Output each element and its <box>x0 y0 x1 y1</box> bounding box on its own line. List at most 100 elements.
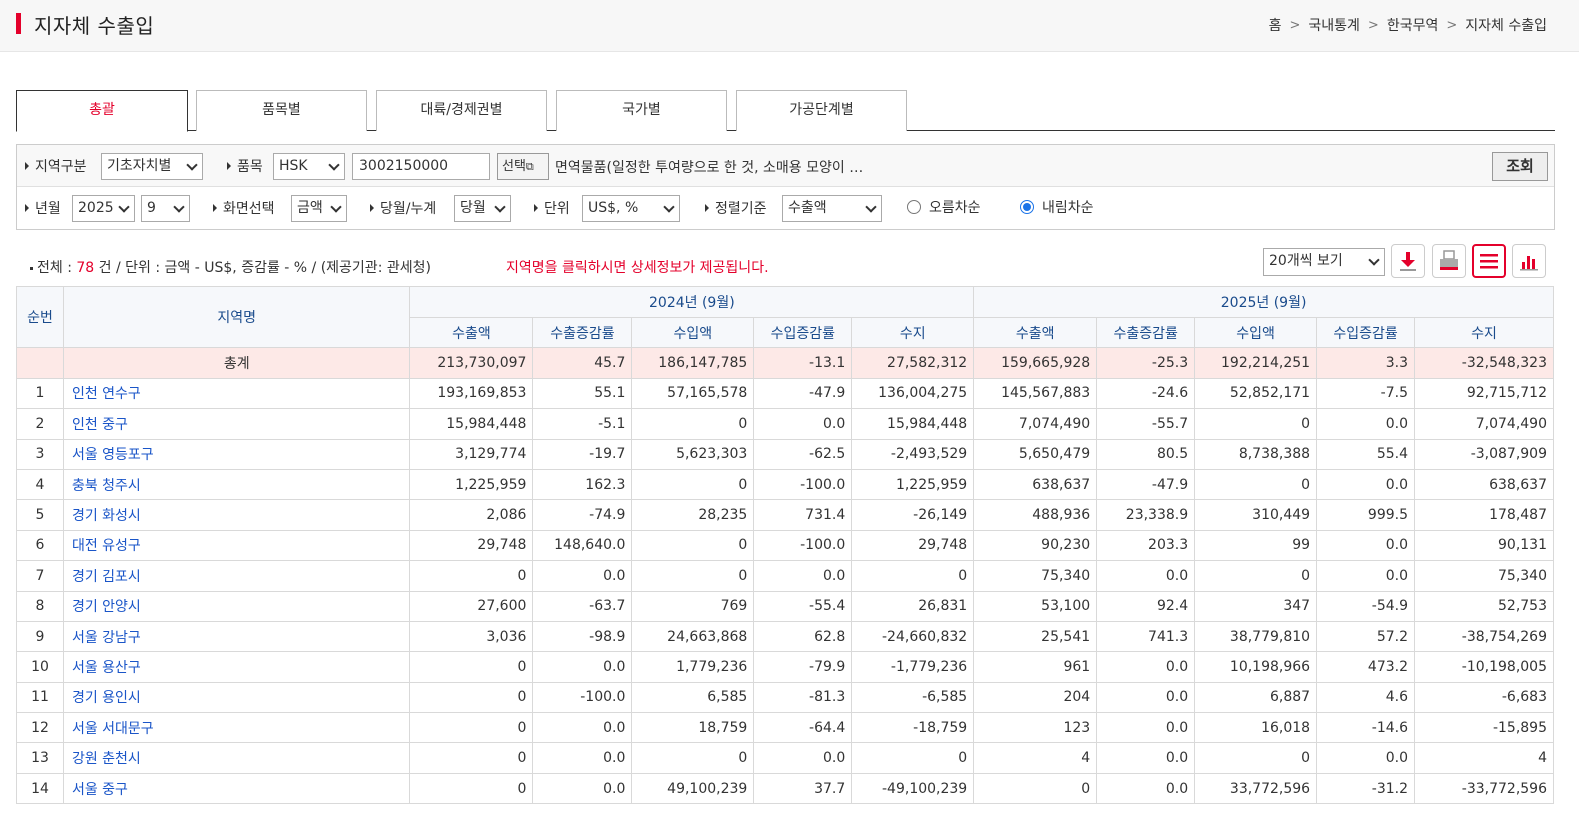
value-cell: 52,753 <box>1414 590 1554 622</box>
list-view-button[interactable] <box>1472 244 1506 278</box>
filter-panel: 지역구분 기초자치별 품목 HSK 3002150000 선택⧉ 면역물품(일정… <box>16 144 1555 230</box>
value-cell: 10,198,966 <box>1194 651 1318 683</box>
value-cell: 16,018 <box>1194 712 1318 744</box>
print-button[interactable] <box>1432 244 1466 278</box>
region-link[interactable]: 강원 춘천시 <box>62 742 411 774</box>
region-link[interactable]: 서울 영등포구 <box>62 438 411 470</box>
region-link[interactable]: 경기 안양시 <box>62 590 411 622</box>
breadcrumb-current[interactable]: 지자체 수출입 <box>1465 18 1547 34</box>
tab-summary[interactable]: 총괄 <box>16 90 188 132</box>
breadcrumb-korea-trade[interactable]: 한국무역 <box>1386 18 1439 34</box>
value-cell: 0.0 <box>1316 408 1415 440</box>
value-cell: 38,779,810 <box>1194 620 1318 653</box>
value-cell: 27,582,312 <box>851 347 975 379</box>
region-link[interactable]: 인천 중구 <box>62 408 411 440</box>
region-link[interactable]: 대전 유성구 <box>62 529 411 562</box>
view-select[interactable]: 금액 <box>291 195 347 222</box>
value-cell: 159,665,928 <box>973 347 1098 379</box>
table-row: 9 서울 강남구 3,036 -98.9 24,663,868 62.8 -24,660,8… <box>16 620 1554 653</box>
value-cell: 0 <box>631 468 755 501</box>
tab-by-continent[interactable]: 대륙/경제권별 <box>376 90 547 131</box>
value-cell: 0 <box>631 408 755 440</box>
value-cell: 0.0 <box>532 742 633 774</box>
value-cell: 0 <box>851 742 975 774</box>
region-link[interactable]: 경기 화성시 <box>62 499 411 531</box>
value-cell: 347 <box>1194 590 1318 622</box>
value-cell: -100.0 <box>753 468 853 501</box>
tab-by-country[interactable]: 국가별 <box>556 90 727 131</box>
chevron-down-icon <box>1368 254 1380 266</box>
bar-chart-icon <box>1520 256 1538 271</box>
bullet-icon <box>370 204 374 212</box>
breadcrumb-domestic-stats[interactable]: 국내통계 <box>1308 18 1360 34</box>
value-cell: -6,683 <box>1414 681 1554 714</box>
month-select[interactable]: 9 <box>141 195 190 222</box>
unit-select[interactable]: US$, % <box>582 195 680 222</box>
value-cell: -74.9 <box>532 499 633 531</box>
page-size-select[interactable]: 20개씩 보기 <box>1263 248 1385 276</box>
col-import-amount: 수입액 <box>1194 316 1318 349</box>
value-cell: -33,772,596 <box>1414 772 1554 805</box>
region-link[interactable]: 인천 연수구 <box>62 377 411 410</box>
value-cell: -62.5 <box>753 438 853 470</box>
value-cell: 0.0 <box>1316 560 1415 592</box>
tab-by-item[interactable]: 품목별 <box>196 90 367 131</box>
value-cell: 0.0 <box>532 560 633 592</box>
table-row: 1 인천 연수구 193,169,853 55.1 57,165,578 -47.9 136… <box>16 377 1554 410</box>
table-row: 6 대전 유성구 29,748 148,640.0 0 -100.0 29,748 90,23… <box>16 529 1554 562</box>
col-region-header: 지역명 <box>62 285 411 349</box>
item-select-button[interactable]: 선택⧉ <box>497 153 549 180</box>
chevron-right-icon: > <box>1289 17 1301 33</box>
item-code-input[interactable]: 3002150000 <box>352 153 490 180</box>
value-cell: 4.6 <box>1316 681 1415 714</box>
table-row: 12 서울 서대문구 0 0.0 18,759 -64.4 -18,759 123 0.0 16,… <box>16 712 1554 744</box>
year-select[interactable]: 2025 <box>72 195 135 222</box>
value-cell: 24,663,868 <box>631 620 755 653</box>
region-link[interactable]: 서울 서대문구 <box>62 712 411 744</box>
col-import-growth: 수입증감률 <box>753 316 853 349</box>
value-cell: 53,100 <box>973 590 1098 622</box>
search-button[interactable]: 조회 <box>1492 152 1548 181</box>
value-cell: 145,567,883 <box>973 377 1098 410</box>
value-cell: -13.1 <box>753 347 853 379</box>
value-cell: -54.9 <box>1316 590 1415 622</box>
value-cell: -55.7 <box>1096 408 1196 440</box>
value-cell: 26,831 <box>851 590 975 622</box>
external-link-icon: ⧉ <box>525 160 534 173</box>
value-cell: 0 <box>409 742 534 774</box>
click-notice: 지역명을 클릭하시면 상세정보가 제공됩니다. <box>506 260 769 276</box>
value-cell: 0.0 <box>1096 651 1196 683</box>
region-link[interactable]: 충북 청주시 <box>62 468 411 501</box>
table-row: 2 인천 중구 15,984,448 -5.1 0 0.0 15,984,448 7,074,… <box>16 408 1554 440</box>
sort-descending-radio[interactable]: 내림차순 <box>1020 197 1094 217</box>
print-icon <box>1440 250 1458 270</box>
region-link[interactable]: 경기 용인시 <box>62 681 411 714</box>
value-cell: 0 <box>409 681 534 714</box>
value-cell: 1,225,959 <box>409 468 534 501</box>
region-link[interactable]: 서울 강남구 <box>62 620 411 653</box>
value-cell: 0.0 <box>1096 772 1196 805</box>
value-cell: 4 <box>1414 742 1554 774</box>
region-link[interactable]: 경기 김포시 <box>62 560 411 592</box>
value-cell: 49,100,239 <box>631 772 755 805</box>
chevron-down-icon <box>865 201 877 213</box>
region-link[interactable]: 서울 중구 <box>62 772 411 805</box>
value-cell: 92,715,712 <box>1414 377 1554 410</box>
value-cell: 28,235 <box>631 499 755 531</box>
period-select[interactable]: 당월 <box>454 195 511 222</box>
breadcrumb-home[interactable]: 홈 <box>1268 18 1282 34</box>
chart-view-button[interactable] <box>1512 244 1546 278</box>
value-cell: -24.6 <box>1096 377 1196 410</box>
value-cell: 27,600 <box>409 590 534 622</box>
sort-select[interactable]: 수출액 <box>782 195 882 222</box>
value-cell: 57.2 <box>1316 620 1415 653</box>
value-cell: 0.0 <box>1316 742 1415 774</box>
value-cell: -1,779,236 <box>851 651 975 683</box>
value-cell: 186,147,785 <box>631 347 755 379</box>
region-link[interactable]: 서울 용산구 <box>62 651 411 683</box>
tab-by-process-stage[interactable]: 가공단계별 <box>736 90 907 131</box>
download-button[interactable] <box>1391 244 1425 278</box>
item-code-type-select[interactable]: HSK <box>273 153 345 180</box>
sort-ascending-radio[interactable]: 오름차순 <box>907 197 981 217</box>
region-type-select[interactable]: 기초자치별 <box>101 153 203 180</box>
